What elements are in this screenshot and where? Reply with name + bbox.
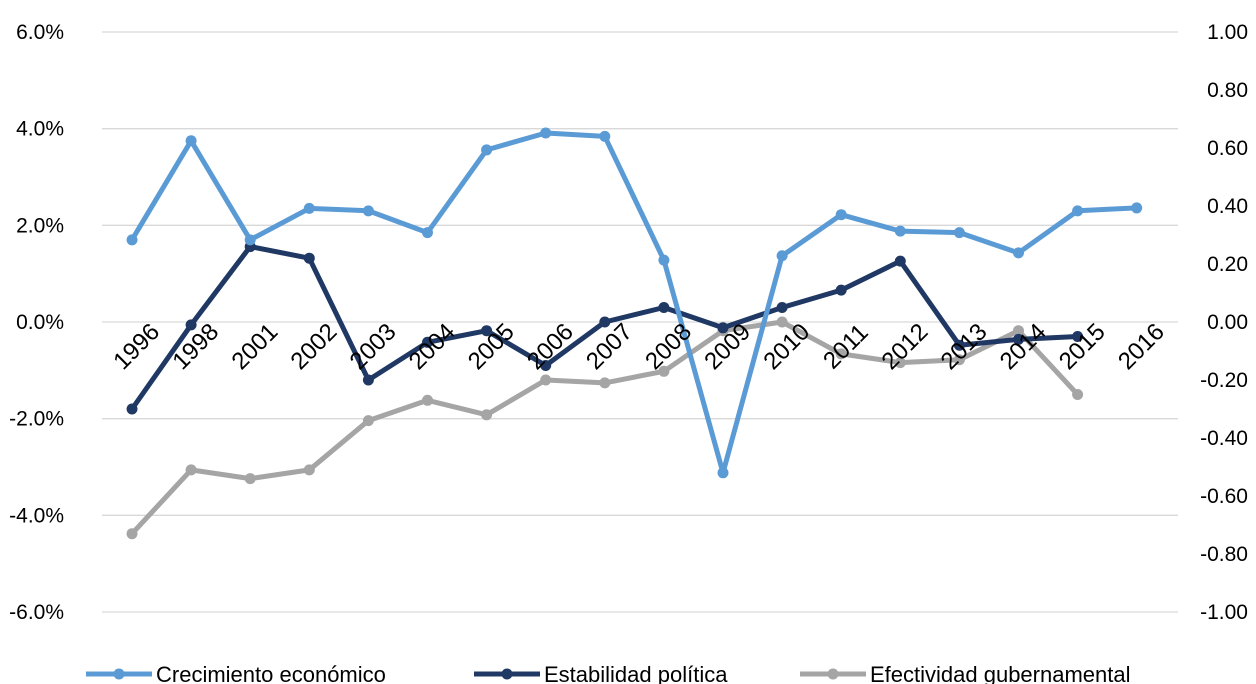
data-point: [363, 415, 374, 426]
data-point: [777, 250, 788, 261]
right-tick-label: -0.20: [1200, 369, 1248, 392]
left-tick-label: 2.0%: [16, 214, 64, 237]
data-point: [836, 209, 847, 220]
data-point: [304, 253, 315, 264]
right-tick-label: -0.80: [1200, 543, 1248, 566]
data-point: [718, 467, 729, 478]
right-axis-ticks: 1.00 0.80 0.60 0.40 0.20 0.00 -0.20 -0.40 -0.60 -…: [1200, 21, 1248, 624]
legend: Crecimiento económico Estabilidad polític…: [86, 662, 1131, 684]
data-point: [127, 528, 138, 539]
data-point: [422, 395, 433, 406]
data-point: [599, 131, 610, 142]
left-tick-label: 4.0%: [16, 118, 64, 141]
right-tick-label: -0.40: [1200, 427, 1248, 450]
data-point: [422, 227, 433, 238]
x-tick-label: 1998: [167, 318, 224, 375]
series-crecimiento-econ-mico: [127, 128, 1143, 479]
data-point: [127, 234, 138, 245]
data-point: [363, 375, 374, 386]
data-point: [895, 256, 906, 267]
legend-label: Estabilidad política: [544, 662, 728, 684]
data-point: [836, 285, 847, 296]
data-point: [363, 205, 374, 216]
legend-item: Estabilidad política: [474, 662, 728, 684]
left-tick-label: 0.0%: [16, 311, 64, 334]
legend-swatch-marker: [502, 669, 513, 680]
x-tick-label: 2012: [877, 318, 934, 375]
legend-item: Efectividad gubernamental: [800, 662, 1131, 684]
legend-item: Crecimiento económico: [86, 662, 386, 684]
data-point: [658, 302, 669, 313]
x-tick-label: 2014: [995, 318, 1052, 375]
legend-swatch-marker: [828, 669, 839, 680]
data-point: [777, 317, 788, 328]
series-line: [132, 133, 1137, 473]
x-tick-label: 2010: [758, 318, 815, 375]
legend-swatch-marker: [114, 669, 125, 680]
data-point: [658, 255, 669, 266]
data-point: [599, 317, 610, 328]
left-tick-label: 6.0%: [16, 21, 64, 44]
x-tick-label: 2015: [1054, 318, 1111, 375]
x-axis-ticks: 1996199820012002200320042005200620072008…: [108, 318, 1170, 375]
data-point: [481, 144, 492, 155]
data-point: [895, 226, 906, 237]
data-point: [186, 464, 197, 475]
legend-label: Efectividad gubernamental: [870, 662, 1131, 684]
x-tick-label: 2007: [581, 318, 638, 375]
right-tick-label: -0.60: [1200, 485, 1248, 508]
data-point: [777, 302, 788, 313]
x-tick-label: 2002: [286, 318, 343, 375]
data-point: [1072, 205, 1083, 216]
x-tick-label: 1996: [108, 318, 165, 375]
data-point: [1072, 389, 1083, 400]
left-tick-label: -4.0%: [9, 504, 64, 527]
data-point: [540, 375, 551, 386]
data-point: [1013, 247, 1024, 258]
data-point: [304, 203, 315, 214]
left-tick-label: -2.0%: [9, 408, 64, 431]
right-tick-label: 0.40: [1207, 195, 1248, 218]
left-tick-label: -6.0%: [9, 601, 64, 624]
data-point: [245, 234, 256, 245]
data-point: [481, 409, 492, 420]
x-tick-label: 2011: [818, 319, 874, 375]
legend-label: Crecimiento económico: [156, 662, 386, 684]
data-point: [245, 473, 256, 484]
right-tick-label: 1.00: [1207, 21, 1248, 44]
data-point: [127, 404, 138, 415]
data-point: [186, 135, 197, 146]
right-tick-label: 0.80: [1207, 79, 1248, 102]
data-point: [954, 227, 965, 238]
right-tick-label: 0.00: [1207, 311, 1248, 334]
data-point: [599, 377, 610, 388]
data-point: [1131, 202, 1142, 213]
right-tick-label: 0.20: [1207, 253, 1248, 276]
left-axis-ticks: 6.0% 4.0% 2.0% 0.0% -2.0% -4.0% -6.0%: [9, 21, 64, 624]
data-point: [540, 128, 551, 139]
right-tick-label: 0.60: [1207, 137, 1248, 160]
data-point: [304, 464, 315, 475]
right-tick-label: -1.00: [1200, 601, 1248, 624]
x-tick-label: 2001: [226, 318, 283, 375]
x-tick-label: 2004: [404, 318, 461, 375]
x-tick-label: 2016: [1113, 318, 1170, 375]
